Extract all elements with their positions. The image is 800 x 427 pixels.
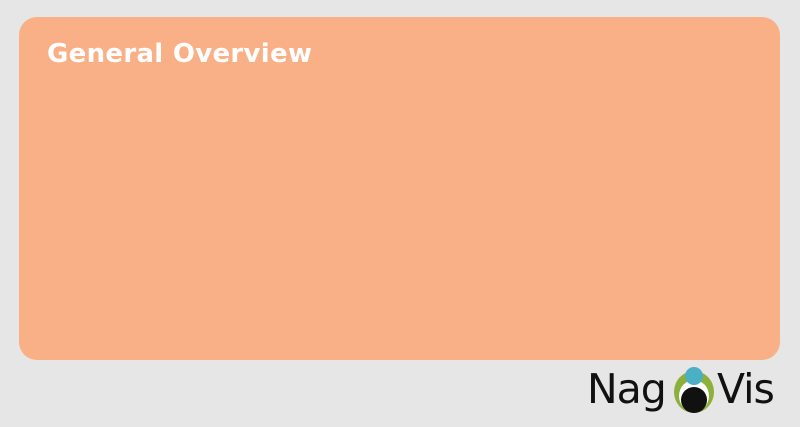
overview-panel: General Overview xyxy=(19,17,780,360)
overview-title: General Overview xyxy=(47,39,313,69)
nagvis-logo: Nag Vis xyxy=(585,362,790,417)
nagvis-eye-icon xyxy=(674,367,714,413)
logo-text-vis: Vis xyxy=(717,365,775,413)
logo-text-nag: Nag xyxy=(587,365,667,413)
